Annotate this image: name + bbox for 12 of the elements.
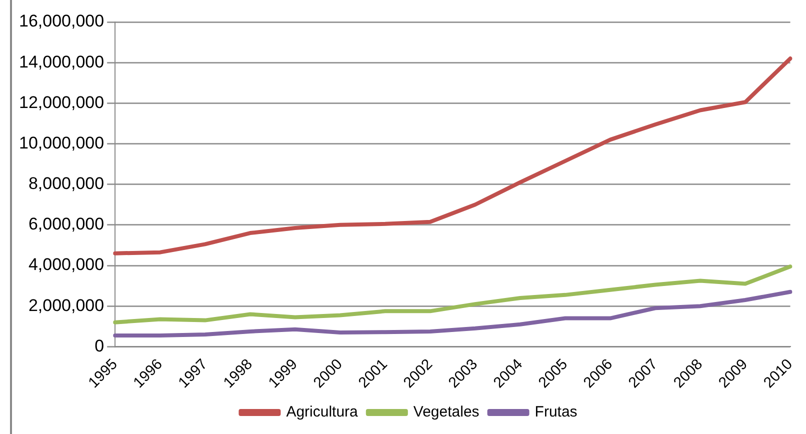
y-tick-label: 2,000,000 — [28, 296, 104, 315]
y-tick-label: 12,000,000 — [18, 92, 104, 112]
legend-label: Vegetales — [413, 404, 480, 421]
y-tick-label: 14,000,000 — [18, 52, 104, 72]
y-tick-label: 0 — [94, 336, 104, 356]
legend-label: Agricultura — [286, 404, 359, 421]
legend-label: Frutas — [534, 404, 578, 421]
y-tick-label: 4,000,000 — [28, 255, 104, 274]
y-tick-label: 8,000,000 — [28, 174, 104, 194]
y-tick-label: 16,000,000 — [18, 12, 104, 31]
y-tick-label: 10,000,000 — [18, 133, 104, 152]
y-tick-label: 6,000,000 — [28, 214, 104, 234]
